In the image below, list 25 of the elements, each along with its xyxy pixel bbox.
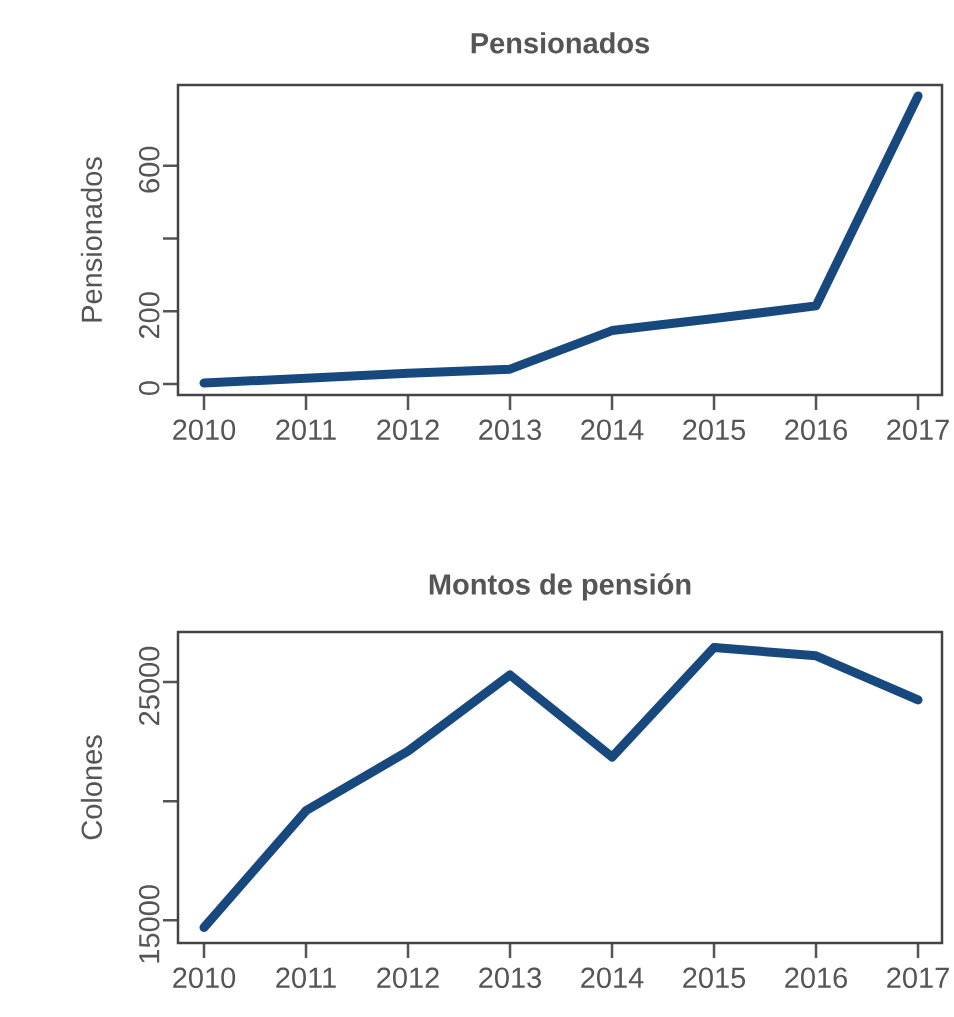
y-axis-title: Colones	[80, 735, 103, 840]
chart-title: Montos de pensión	[430, 573, 691, 601]
y-tick-label: 25000	[139, 646, 160, 725]
x-tick-label: 2014	[581, 967, 644, 989]
x-tick-label: 2013	[479, 967, 542, 989]
x-tick-label: 2011	[276, 967, 336, 989]
x-tick-label: 2013	[479, 419, 542, 441]
y-axis-title: Pensionados	[80, 157, 103, 322]
y-tick-label: 600	[139, 146, 160, 193]
x-tick-label: 2015	[683, 419, 746, 441]
x-tick-label: 2012	[377, 419, 439, 441]
x-tick-label: 2017	[887, 967, 949, 989]
x-tick-label: 2016	[785, 419, 848, 441]
x-tick-label: 2010	[173, 967, 236, 989]
x-tick-label: 2014	[581, 419, 644, 441]
chart-title: Pensionados	[471, 32, 650, 54]
x-tick-label: 2016	[785, 967, 848, 989]
y-tick-label: 200	[139, 292, 160, 339]
x-tick-label: 2012	[377, 967, 439, 989]
x-tick-label: 2010	[173, 419, 236, 441]
y-tick-label: 15000	[139, 885, 160, 963]
x-tick-label: 2011	[276, 419, 336, 441]
y-tick-label: 0	[139, 381, 160, 396]
x-tick-label: 2015	[683, 967, 746, 989]
x-tick-label: 2017	[887, 419, 949, 441]
